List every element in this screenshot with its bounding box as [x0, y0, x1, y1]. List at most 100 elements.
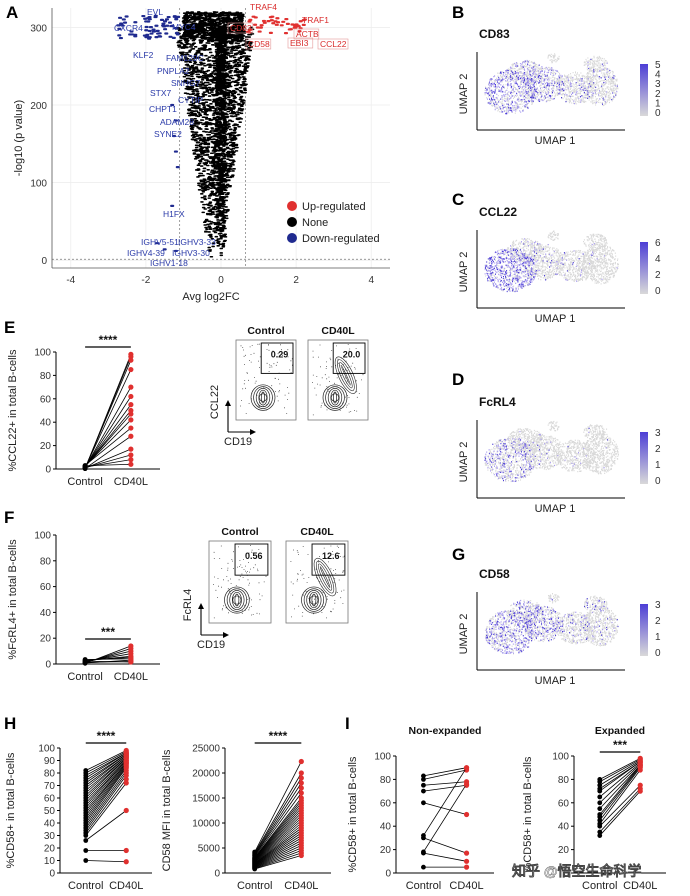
gene-label-down: CXCR4	[114, 23, 143, 33]
cd40l-point	[128, 402, 134, 408]
pair-line	[254, 850, 302, 869]
pair-line	[85, 750, 127, 771]
cd40l-point	[463, 858, 470, 864]
pair-line	[85, 762, 127, 814]
umap-points-mid	[485, 598, 616, 654]
pair-line	[85, 772, 127, 829]
legend-marker	[287, 217, 297, 227]
x-tick-label: Control	[237, 880, 272, 892]
cd40l-point	[128, 417, 134, 423]
umap-points-low	[484, 593, 619, 655]
pair-line	[254, 820, 302, 863]
umap-title: CD58	[479, 567, 510, 581]
pair-line	[85, 751, 127, 774]
sig-label: ***	[101, 625, 115, 639]
pair-line	[85, 757, 127, 799]
x-tick-label: Control	[67, 671, 102, 683]
umap-panel-FcRL4: FcRL4 UMAP 2 UMAP 1 3 2 1 0	[458, 395, 661, 515]
pair-line	[254, 835, 302, 866]
cd40l-point	[298, 775, 304, 781]
scale-tick-label: 6	[655, 238, 661, 249]
y-tick-label: 60	[40, 394, 52, 405]
pair-line	[85, 765, 127, 819]
control-point	[252, 866, 258, 872]
pair-line	[254, 817, 302, 862]
gene-label-down: IGHV4-39	[127, 248, 165, 258]
pair-line	[423, 767, 467, 777]
pair-line	[254, 842, 302, 867]
pair-line	[85, 767, 127, 824]
pair-line	[85, 752, 127, 779]
y-tick-label: 100	[34, 348, 51, 359]
pair-line	[85, 770, 127, 826]
paired-plot-E: 0 20 40 60 80 100 Control CD40L %CCL22+ in total…	[7, 333, 160, 488]
pair-line	[423, 784, 467, 792]
flow-x-label: CD19	[224, 436, 252, 448]
pair-line	[254, 822, 302, 863]
pair-line	[254, 797, 302, 858]
gene-label-up: CD58	[248, 39, 270, 49]
flow-plot-frame	[208, 540, 272, 624]
pair-line	[254, 761, 302, 853]
flow-plot-frame	[235, 339, 297, 421]
control-point	[597, 800, 603, 806]
control-point	[83, 858, 89, 863]
flow-plot-title: CD40L	[321, 325, 355, 337]
y-tick-label: 0	[45, 660, 51, 671]
y-tick-label: 90	[44, 756, 56, 767]
control-point	[597, 806, 603, 812]
scale-bar	[640, 432, 648, 484]
scale-tick-label: 2	[655, 270, 661, 281]
flow-contour	[234, 593, 240, 607]
gene-label-box	[245, 38, 272, 50]
pair-line	[254, 782, 302, 856]
flow-gate-percent: 12.6	[322, 551, 340, 561]
control-point	[597, 782, 603, 788]
y-tick-label: 50	[44, 806, 56, 817]
cd40l-point	[298, 780, 304, 786]
y-tick-label: 80	[40, 556, 52, 567]
points-down	[116, 14, 181, 253]
gene-label-up: EBI3	[290, 38, 309, 48]
control-point	[421, 864, 426, 870]
y-axis-title: CD58 MFI in total B-cells	[161, 749, 173, 871]
y-tick-label: 0	[49, 869, 55, 880]
gene-label-down: CYTIP	[178, 95, 203, 105]
pair-line	[254, 832, 302, 865]
pair-line	[254, 825, 302, 864]
y-tick-label: 100	[552, 752, 569, 763]
pair-line	[254, 802, 302, 859]
umap-points-low	[484, 420, 619, 483]
paired-plot-I1: 0 20 40 60 80 100 Control CD40L %CD58+ in total …	[347, 725, 494, 892]
pair-line	[85, 761, 127, 809]
pair-line	[254, 847, 302, 868]
control-point	[421, 788, 426, 794]
pair-line	[85, 775, 127, 831]
scale-tick-label: 4	[655, 70, 661, 81]
pair-line	[85, 660, 131, 663]
gene-label-down: EVL	[147, 7, 163, 17]
control-point	[597, 814, 603, 820]
pair-line	[254, 845, 302, 868]
scale-tick-label: 2	[655, 616, 661, 627]
flow-gate	[311, 543, 346, 576]
umap-x-title: UMAP 1	[535, 313, 576, 325]
flow-contour	[311, 593, 317, 607]
y-tick-label: 80	[558, 775, 570, 786]
cd40l-point	[128, 357, 134, 363]
x-tick-label: -4	[66, 275, 75, 286]
sig-label: ***	[613, 738, 627, 752]
pair-line	[254, 852, 302, 869]
panel-letter-I: I	[345, 714, 350, 733]
flow-contour	[231, 591, 242, 609]
flow-plot-title: CD40L	[300, 526, 334, 538]
sig-label: ****	[269, 729, 288, 743]
x-tick-label: CD40L	[623, 880, 657, 892]
cd40l-point	[128, 384, 134, 390]
control-point	[421, 835, 426, 841]
pair-line	[254, 772, 302, 854]
gene-label-down: IGHV1-18	[150, 258, 188, 268]
pair-line	[85, 463, 131, 467]
paired-plot-I2: 0 20 40 60 80 100 Control CD40L %CD58+ in total …	[522, 725, 666, 892]
